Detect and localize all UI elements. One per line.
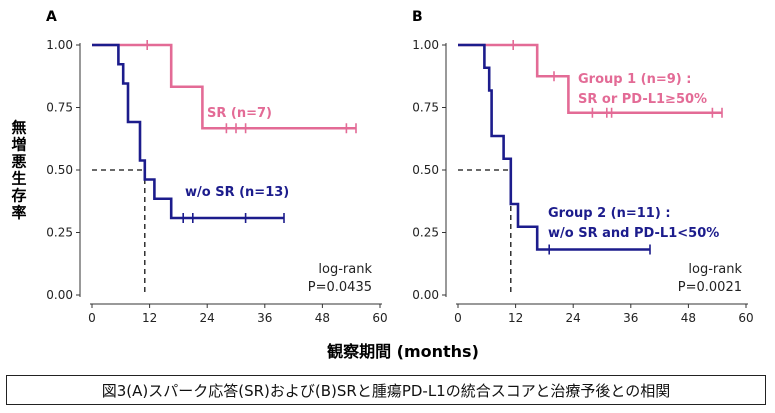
x-tick-label: 60 [372,311,387,325]
series-label: Group 1 (n=9) : [578,72,691,87]
y-tick-label: 0.00 [46,288,73,302]
y-tick-label: 0.75 [46,101,73,115]
y-tick-label: 0.50 [46,163,73,177]
x-tick-label: 36 [623,311,638,325]
logrank-text: P=0.0021 [678,280,742,295]
logrank-text: log-rank [688,262,742,277]
logrank-text: log-rank [318,262,372,277]
logrank-text: P=0.0435 [308,280,372,295]
x-tick-label: 0 [454,311,462,325]
y-tick-label: 1.00 [412,38,439,52]
x-tick-label: 60 [738,311,753,325]
km-curve-1 [92,43,356,130]
series-label: w/o SR and PD-L1<50% [548,226,719,241]
caption-text: 図3(A)スパーク応答(SR)および(B)SRと腫瘍PD-L1の統合スコアと治療… [101,381,671,400]
y-axis-label-char: 無 [11,119,26,137]
x-tick-label: 36 [257,311,272,325]
series-label: SR (n=7) [207,106,272,121]
y-tick-label: 0.50 [412,163,439,177]
panel-letter-B: B [412,9,423,25]
y-tick-label: 0.75 [412,101,439,115]
y-axis-label-char: 悪 [11,153,26,171]
x-axis-label: 観察期間 (months) [327,342,479,361]
y-tick-label: 0.25 [412,226,439,240]
km-curve-2 [458,43,650,251]
x-tick-label: 12 [142,311,157,325]
y-tick-label: 0.25 [46,226,73,240]
y-axis-label-char: 率 [11,204,26,222]
x-tick-label: 12 [508,311,523,325]
series-label: SR or PD-L1≥50% [578,92,707,107]
y-tick-label: 0.00 [412,288,439,302]
y-axis-label-char: 生 [11,170,26,188]
km-curve-1 [458,43,722,115]
panel-letter-A: A [46,9,57,25]
y-axis-label-char: 存 [11,187,26,205]
series-label: Group 2 (n=11) : [548,206,671,221]
x-tick-label: 48 [315,311,330,325]
y-axis-label-char: 増 [11,136,26,154]
figure-caption: 図3(A)スパーク応答(SR)および(B)SRと腫瘍PD-L1の統合スコアと治療… [6,375,766,405]
series-label: w/o SR (n=13) [185,185,289,200]
x-tick-label: 24 [200,311,215,325]
x-tick-label: 0 [88,311,96,325]
x-tick-label: 24 [566,311,581,325]
km-curve-2 [92,43,284,220]
y-tick-label: 1.00 [46,38,73,52]
x-tick-label: 48 [681,311,696,325]
